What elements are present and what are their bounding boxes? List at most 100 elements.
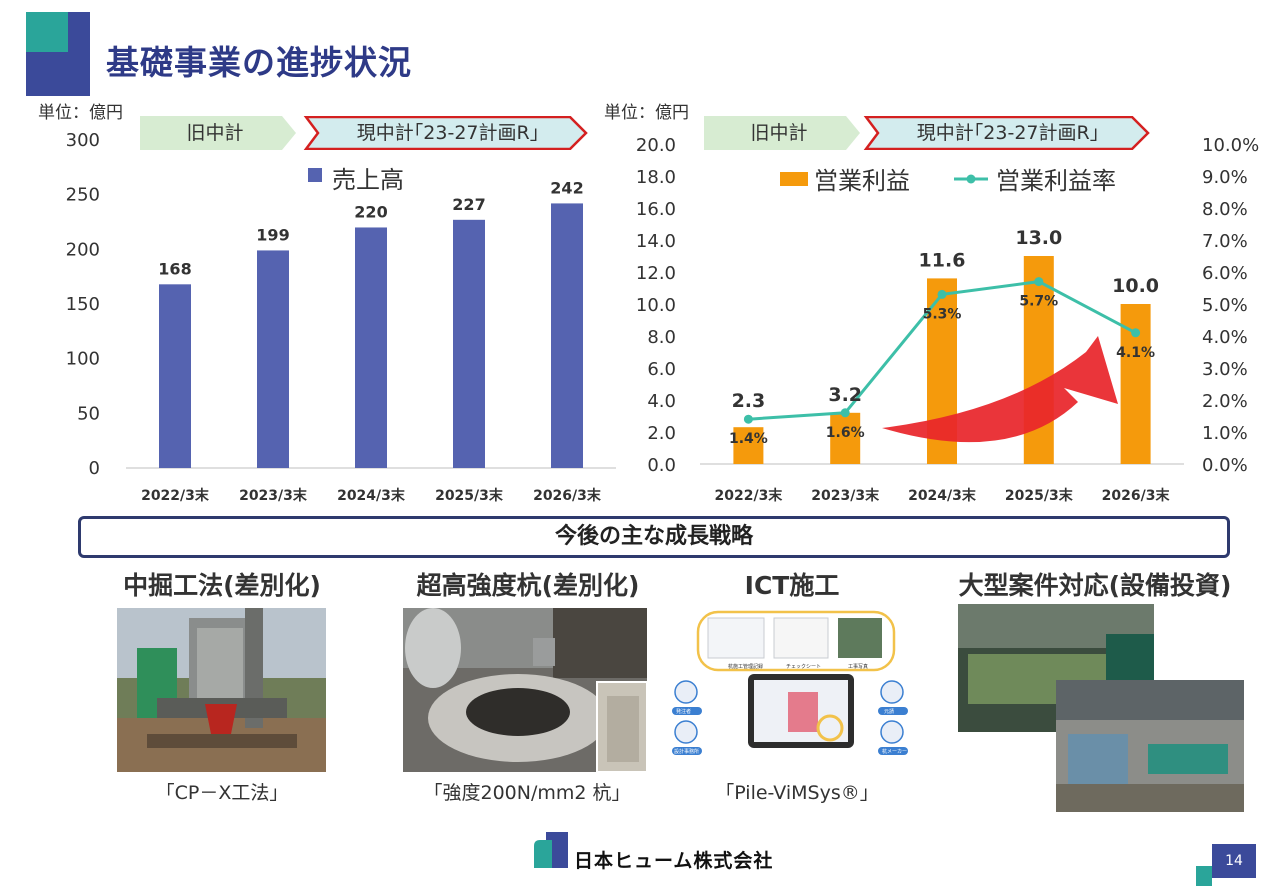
right-chart-bar-label: 3.2 xyxy=(828,384,862,406)
ict-label-photos: 工事写真 xyxy=(848,663,868,670)
right-phase-banner: 旧中計 現中計｢23-27計画R｣ xyxy=(704,116,1154,150)
page-number: 14 xyxy=(1212,844,1256,878)
strategy-title-nakabori: 中掘工法(差別化) xyxy=(123,571,321,600)
left-chart-bar xyxy=(257,250,289,468)
strategy-title-high-strength-pile: 超高強度杭(差別化) xyxy=(416,571,640,600)
strategy-title-large-projects: 大型案件対応(設備投資) xyxy=(958,571,1232,600)
growth-arrow xyxy=(882,336,1118,443)
right-chart-y-tick: 2.0 xyxy=(647,423,676,444)
right-chart-y2-tick: 5.0% xyxy=(1202,295,1248,316)
right-chart-x-tick: 2022/3末 xyxy=(714,487,783,504)
right-chart-legend-bar-label: 営業利益 xyxy=(814,167,910,195)
left-phase-banner: 旧中計 現中計｢23-27計画R｣ xyxy=(140,116,590,150)
left-chart-y-tick: 150 xyxy=(66,294,100,315)
right-chart-margin-point xyxy=(1034,277,1044,287)
page-number-accent xyxy=(1196,866,1212,886)
left-chart-data-label: 168 xyxy=(158,259,191,278)
strategy-heading: 今後の主な成長戦略 xyxy=(78,516,1230,558)
right-chart-margin-point xyxy=(743,414,753,424)
cpx-method-photo xyxy=(117,608,326,772)
left-chart-data-label: 220 xyxy=(354,202,387,221)
right-chart-margin-label: 5.7% xyxy=(1019,294,1058,310)
right-chart-y2-tick: 2.0% xyxy=(1202,391,1248,412)
left-chart-y-tick: 100 xyxy=(66,349,100,370)
left-chart-x-tick: 2024/3末 xyxy=(337,487,406,504)
right-phase-new: 現中計｢23-27計画R｣ xyxy=(916,122,1100,144)
ict-label-pile-maker: 杭メーカー xyxy=(882,748,907,755)
left-chart-unit: 単位：億円 xyxy=(38,103,123,123)
right-chart-margin-label: 1.4% xyxy=(729,431,768,447)
right-chart-legend-line-label: 営業利益率 xyxy=(996,167,1116,195)
left-phase-old: 旧中計 xyxy=(186,122,244,144)
right-chart-bar-label: 10.0 xyxy=(1112,275,1159,297)
caption-cpx: ｢CP－X工法｣ xyxy=(165,782,279,804)
right-chart-y2-tick: 10.0% xyxy=(1202,135,1259,156)
right-chart-y-tick: 14.0 xyxy=(636,231,676,252)
right-chart-y2-tick: 9.0% xyxy=(1202,167,1248,188)
right-chart-margin-label: 5.3% xyxy=(923,306,962,322)
left-chart-y-tick: 200 xyxy=(66,239,100,260)
footer-company-name: 日本ヒューム株式会社 xyxy=(574,850,774,872)
strategy-title-ict: ICT施工 xyxy=(744,571,840,600)
left-chart-x-tick: 2022/3末 xyxy=(141,487,210,504)
right-chart-y2-tick: 0.0% xyxy=(1202,455,1248,476)
left-chart-y-tick: 250 xyxy=(66,185,100,206)
right-chart-y-tick: 12.0 xyxy=(636,263,676,284)
right-chart-y-tick: 16.0 xyxy=(636,199,676,220)
right-chart-bar-label: 2.3 xyxy=(732,390,766,412)
right-chart-y-tick: 6.0 xyxy=(647,359,676,380)
right-phase-old: 旧中計 xyxy=(750,122,808,144)
right-chart-unit: 単位：億円 xyxy=(604,103,689,123)
left-chart-x-tick: 2025/3末 xyxy=(435,487,504,504)
right-chart-margin-point xyxy=(937,289,947,299)
corner-logo-mark xyxy=(26,12,90,96)
right-chart-bar-label: 13.0 xyxy=(1015,227,1062,249)
company-logo xyxy=(534,832,568,868)
high-strength-pile-photo xyxy=(403,608,647,772)
ict-label-design-office: 設計事務所 xyxy=(674,748,699,755)
left-chart-data-label: 199 xyxy=(256,225,289,244)
ict-label-record: 杭施工管理記録 xyxy=(728,663,763,670)
right-chart-y2-tick: 7.0% xyxy=(1202,231,1248,252)
ict-system-illustration: 杭施工管理記録 チェックシート 工事写真 発注者 元請 設計事務所 杭メーカー xyxy=(670,608,922,774)
right-chart-bar xyxy=(830,412,861,464)
left-chart-legend-label: 売上高 xyxy=(332,166,404,194)
right-chart-y2-tick: 8.0% xyxy=(1202,199,1248,220)
left-chart-x-tick: 2026/3末 xyxy=(533,487,602,504)
right-chart-y-tick: 10.0 xyxy=(636,295,676,316)
left-chart-x-tick: 2023/3末 xyxy=(239,487,308,504)
left-chart-bar xyxy=(551,203,583,468)
right-chart-bar-label: 11.6 xyxy=(919,249,966,271)
right-chart-x-tick: 2023/3末 xyxy=(811,487,880,504)
large-project-equipment-photo xyxy=(958,604,1244,812)
left-chart-bar xyxy=(355,227,387,468)
left-chart-y-tick: 300 xyxy=(66,130,100,151)
right-chart-margin-label: 1.6% xyxy=(826,425,865,441)
ict-label-checksheet: チェックシート xyxy=(786,664,821,670)
right-chart-y2-tick: 4.0% xyxy=(1202,327,1248,348)
right-chart-y-tick: 0.0 xyxy=(647,455,676,476)
left-phase-new: 現中計｢23-27計画R｣ xyxy=(356,122,540,144)
page-title: 基礎事業の進捗状況 xyxy=(106,43,412,82)
right-chart-x-tick: 2026/3末 xyxy=(1102,487,1171,504)
right-chart-y-tick: 18.0 xyxy=(636,167,676,188)
right-chart-margin-point xyxy=(1131,328,1141,338)
right-chart-margin-point xyxy=(840,408,850,418)
right-chart-margin-label: 4.1% xyxy=(1116,345,1155,361)
caption-pile: ｢強度200N/mm2 杭｣ xyxy=(432,782,622,804)
right-chart-y2-tick: 1.0% xyxy=(1202,423,1248,444)
left-chart-data-label: 227 xyxy=(452,195,485,214)
ict-label-contractor: 元請 xyxy=(884,708,894,715)
right-chart-y2-tick: 3.0% xyxy=(1202,359,1248,380)
left-chart-data-label: 242 xyxy=(550,178,583,197)
caption-ict: ｢Pile-ViMSys®｣ xyxy=(724,782,870,804)
right-chart-legend-line-marker xyxy=(966,174,976,184)
right-chart-bar xyxy=(733,427,764,464)
ict-label-client: 発注者 xyxy=(676,708,691,715)
charts-canvas: 0 50 100 150 200 250 300 168 2022/3末 199 2023/3末 22… xyxy=(66,130,1260,504)
right-chart-y-tick: 4.0 xyxy=(647,391,676,412)
right-chart-x-tick: 2024/3末 xyxy=(908,487,977,504)
right-chart-y2-tick: 6.0% xyxy=(1202,263,1248,284)
right-chart-legend-bar-swatch xyxy=(780,172,808,186)
left-chart-bar xyxy=(453,219,485,468)
